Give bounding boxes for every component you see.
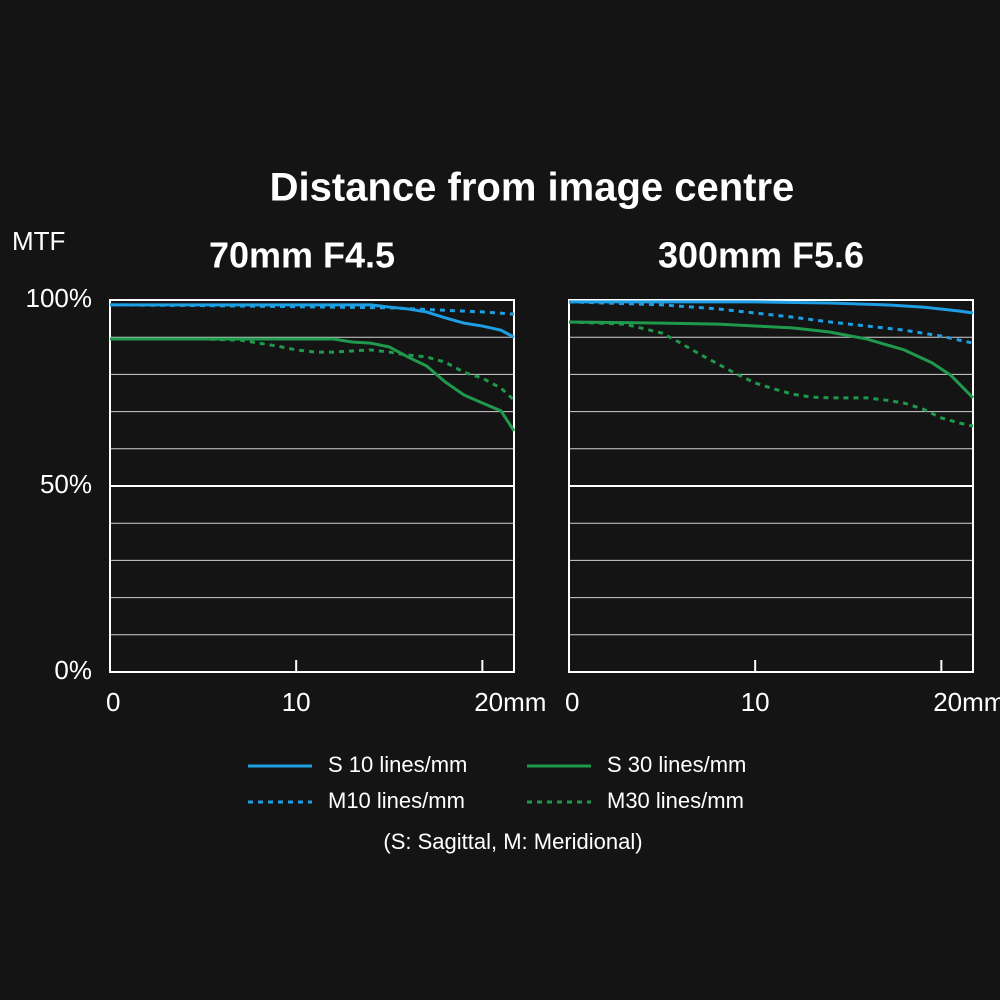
y-tick-label: 0% — [54, 655, 92, 685]
x-tick-label: 0 — [565, 687, 579, 717]
mtf-line — [109, 303, 515, 316]
page-title: Distance from image centre — [270, 166, 795, 210]
legend-label: S 30 lines/mm — [607, 752, 746, 777]
y-tick-label: 50% — [40, 469, 92, 499]
legend-note: (S: Sagittal, M: Meridional) — [383, 829, 642, 854]
x-tick-label: 0 — [106, 687, 120, 717]
plot-frame — [568, 299, 974, 673]
chart-subtitle: 70mm F4.5 — [209, 235, 395, 276]
mtf-line — [110, 303, 515, 339]
mtf-line — [568, 300, 974, 345]
plot-frame — [109, 299, 515, 673]
y-axis-label: MTF — [12, 226, 65, 256]
mtf-line — [110, 337, 516, 432]
mtf-line — [110, 337, 516, 402]
x-tick-label: 20mm — [474, 687, 546, 717]
y-tick-label: 100% — [26, 283, 93, 313]
chart-subtitle: 300mm F5.6 — [658, 235, 864, 276]
mtf-line — [569, 300, 974, 315]
legend-label: S 10 lines/mm — [328, 752, 467, 777]
mtf-line — [568, 320, 975, 399]
legend-label: M30 lines/mm — [607, 788, 744, 813]
x-tick-label: 20mm — [933, 687, 1000, 717]
x-tick-label: 10 — [741, 687, 770, 717]
x-tick-label: 10 — [282, 687, 311, 717]
legend-label: M10 lines/mm — [328, 788, 465, 813]
